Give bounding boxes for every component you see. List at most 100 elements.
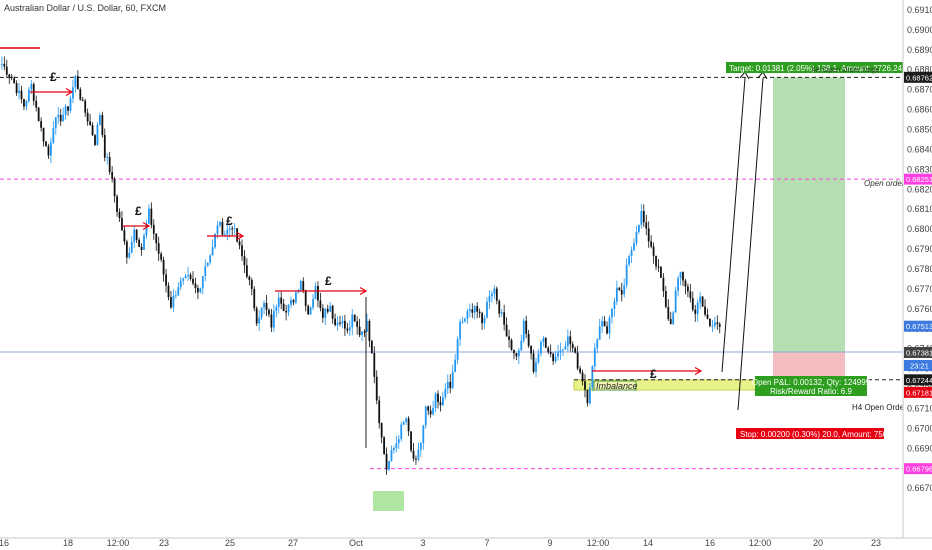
- candle: [353, 314, 356, 323]
- candle: [478, 308, 481, 318]
- time-tick-label: 12:00: [749, 538, 772, 548]
- candle-body: [221, 221, 224, 235]
- candle-body: [586, 389, 589, 404]
- candle-body: [473, 306, 476, 313]
- candle-body: [246, 265, 248, 277]
- candle-body: [165, 274, 167, 286]
- candle-body: [363, 331, 366, 333]
- candle: [503, 304, 506, 331]
- candle: [549, 344, 552, 358]
- candle-body: [390, 450, 393, 461]
- candle-body: [574, 348, 577, 353]
- candle-body: [393, 448, 395, 451]
- candle: [615, 280, 618, 306]
- candle: [89, 114, 91, 126]
- candle-body: [15, 83, 18, 94]
- candle: [679, 271, 682, 286]
- candle: [650, 235, 653, 249]
- candle-body: [214, 233, 216, 248]
- candle: [380, 422, 383, 444]
- target-zone: [773, 77, 845, 353]
- candle-body: [152, 224, 155, 234]
- candle-body: [321, 308, 324, 318]
- price-axis[interactable]: 0.69100 0.69000 0.68900 0.68800 0.68700 0.686…: [902, 0, 932, 550]
- candle-body: [348, 327, 351, 331]
- candle-body: [111, 171, 114, 179]
- candle-body: [103, 134, 106, 158]
- candle: [135, 229, 138, 244]
- candle-body: [59, 114, 62, 122]
- target-box-text: Target: 0.01381 (2.05%) 138.1, Amount: 2…: [729, 64, 903, 73]
- countdown-bg: [904, 360, 932, 371]
- candle-body: [510, 339, 513, 350]
- candle: [442, 391, 444, 406]
- candle-body: [231, 228, 234, 230]
- candle: [552, 352, 555, 365]
- candle: [15, 80, 18, 96]
- candle: [620, 282, 623, 302]
- arrow-head: [65, 87, 74, 97]
- candle: [287, 303, 290, 317]
- candle-body: [265, 302, 268, 310]
- candle: [292, 298, 295, 306]
- candle-body: [662, 277, 665, 292]
- time-tick-label: 16: [705, 538, 715, 548]
- candle-body: [192, 278, 194, 284]
- candle: [295, 290, 297, 305]
- candle: [544, 336, 547, 349]
- candle-body: [309, 307, 312, 315]
- candle: [618, 287, 621, 291]
- candle: [709, 318, 711, 328]
- candle-body: [709, 318, 711, 326]
- candle-body: [277, 297, 280, 307]
- candle-body: [689, 291, 692, 299]
- price-tag-bg: [904, 374, 932, 386]
- candle-body: [344, 320, 346, 329]
- candle-body: [216, 225, 219, 234]
- candle-body: [84, 100, 87, 113]
- candle: [547, 346, 550, 355]
- candle-body: [341, 320, 344, 324]
- pound-label: £: [650, 367, 657, 381]
- countdown-label: 23:21: [910, 362, 929, 371]
- candle: [579, 365, 581, 375]
- candle: [84, 98, 87, 117]
- candle: [324, 307, 327, 326]
- price-tag-label: 0.67381: [906, 348, 932, 357]
- candle-body: [361, 331, 363, 336]
- candle: [454, 353, 457, 373]
- candle: [72, 79, 74, 104]
- candle: [226, 225, 229, 241]
- candle-body: [285, 310, 287, 313]
- candle-body: [493, 288, 496, 294]
- candle: [664, 285, 667, 309]
- candle: [427, 405, 430, 416]
- time-axis[interactable]: 16 18 12:00 23 25 27 Oct 3 7 9 12:00 14 16 12:00 20 23: [0, 537, 932, 548]
- candle-body: [258, 317, 261, 324]
- candle-body: [346, 328, 349, 331]
- candle: [23, 98, 25, 111]
- candle: [255, 306, 258, 327]
- candle-body: [415, 458, 417, 460]
- candle: [500, 308, 503, 318]
- chart-title: Australian Dollar / U.S. Dollar, 60, FXC…: [4, 3, 166, 13]
- candle-body: [135, 229, 138, 240]
- candle-body: [268, 309, 270, 315]
- price-tag-bg: [904, 320, 932, 332]
- time-tick-label: Oct: [349, 538, 364, 548]
- candle-body: [564, 346, 567, 350]
- candle: [388, 460, 390, 472]
- candle: [635, 226, 638, 247]
- candle: [133, 226, 136, 248]
- candle: [559, 342, 562, 360]
- pound-label: £: [50, 70, 57, 84]
- candle: [537, 349, 540, 365]
- candle: [532, 349, 535, 374]
- candle-body: [331, 305, 334, 319]
- candle-body: [380, 423, 383, 438]
- liquidity-arrow: £: [30, 70, 74, 97]
- time-tick-label: 16: [0, 538, 9, 548]
- candle: [248, 275, 251, 286]
- candle: [341, 315, 344, 329]
